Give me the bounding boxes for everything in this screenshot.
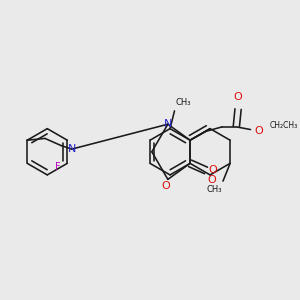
Text: CH₃: CH₃	[176, 98, 191, 107]
Text: F: F	[55, 162, 60, 172]
Text: O: O	[254, 126, 263, 136]
Text: N: N	[164, 119, 172, 129]
Text: O: O	[162, 181, 170, 191]
Text: O: O	[234, 92, 242, 102]
Text: N: N	[68, 144, 76, 154]
Text: CH₃: CH₃	[207, 185, 222, 194]
Text: O: O	[208, 175, 216, 185]
Text: O: O	[209, 166, 218, 176]
Text: CH₂CH₃: CH₂CH₃	[270, 121, 298, 130]
